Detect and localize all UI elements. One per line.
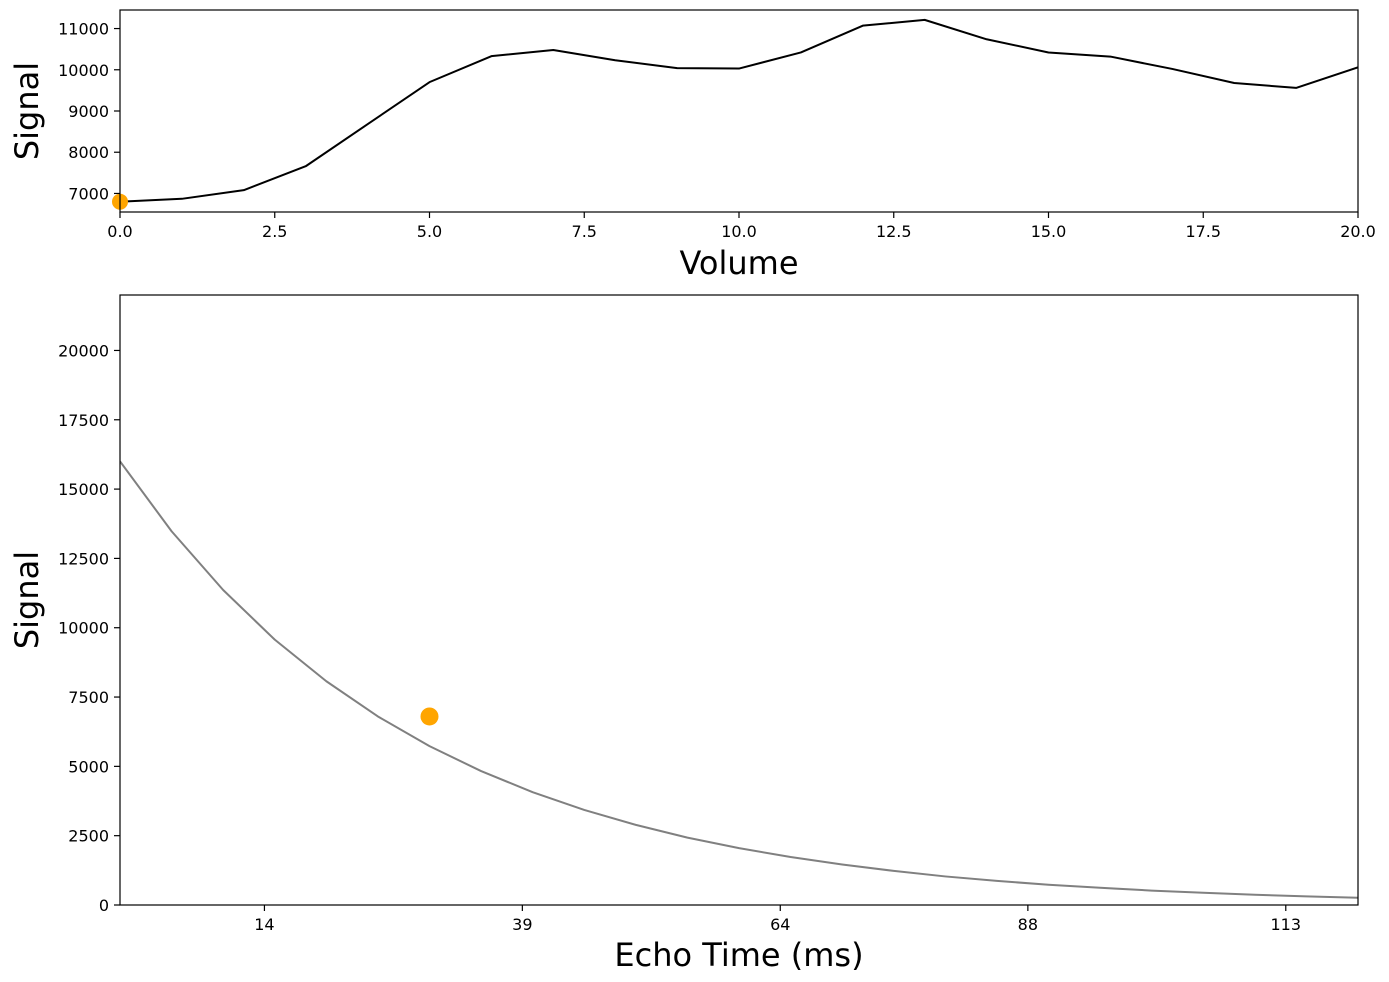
panel2-y-tick-label: 5000 [68, 757, 109, 776]
panel2-y-tick-label: 10000 [58, 619, 109, 638]
panel1-x-tick-label: 0.0 [107, 222, 132, 241]
panel2-x-tick-label: 39 [512, 915, 532, 934]
panel2-y-axis-label: Signal [8, 551, 46, 649]
panel2-y-tick-label: 12500 [58, 549, 109, 568]
panel2-marker-point [420, 707, 439, 726]
panel2-x-tick-label: 88 [1018, 915, 1038, 934]
panel2-x-axis-label: Echo Time (ms) [614, 936, 863, 974]
panel1-x-tick-label: 10.0 [721, 222, 757, 241]
panel1-y-tick-label: 10000 [58, 61, 109, 80]
panel2-plot-frame [119, 294, 1359, 906]
panel2-x-tick-label: 14 [254, 915, 274, 934]
panel2-y-tick-label: 20000 [58, 341, 109, 360]
panel1-y-axis-label: Signal [8, 62, 46, 160]
panel1-plot-frame [119, 9, 1359, 213]
panel2-y-tick-label: 0 [99, 896, 109, 915]
panel1-x-tick-label: 12.5 [876, 222, 912, 241]
panel1-x-tick-label: 20.0 [1340, 222, 1376, 241]
panel2-y-tick-label: 7500 [68, 688, 109, 707]
panel1-x-tick-label: 17.5 [1185, 222, 1221, 241]
panel1-y-tick-label: 9000 [68, 102, 109, 121]
panel2-y-tick-label: 2500 [68, 827, 109, 846]
panel1-series-line-1 [120, 18, 1358, 203]
panel1-y-tick-label: 7000 [68, 184, 109, 203]
panel2-series-line-1 [120, 460, 1358, 899]
panel1-x-axis-label: Volume [679, 244, 798, 282]
panel2-x-tick-label: 113 [1271, 915, 1302, 934]
panel1-x-tick-label: 5.0 [417, 222, 442, 241]
panel1-x-tick-label: 2.5 [262, 222, 287, 241]
panel1-y-tick-label: 11000 [58, 20, 109, 39]
panel1-y-tick-label: 8000 [68, 143, 109, 162]
panel1-x-tick-label: 7.5 [572, 222, 597, 241]
panel2-y-tick-label: 17500 [58, 411, 109, 430]
panel1-x-tick-label: 15.0 [1031, 222, 1067, 241]
panel2-y-tick-label: 15000 [58, 480, 109, 499]
panel2-x-tick-label: 64 [770, 915, 790, 934]
